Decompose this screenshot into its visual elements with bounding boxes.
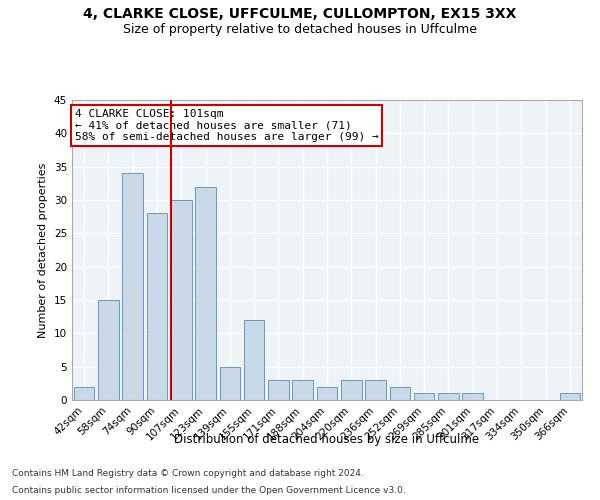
Bar bbox=[195, 186, 216, 400]
Y-axis label: Number of detached properties: Number of detached properties bbox=[38, 162, 49, 338]
Bar bbox=[74, 386, 94, 400]
Bar bbox=[389, 386, 410, 400]
Bar bbox=[122, 174, 143, 400]
Bar bbox=[414, 394, 434, 400]
Bar bbox=[146, 214, 167, 400]
Bar bbox=[292, 380, 313, 400]
Bar bbox=[438, 394, 459, 400]
Bar bbox=[341, 380, 362, 400]
Bar bbox=[317, 386, 337, 400]
Text: Distribution of detached houses by size in Uffculme: Distribution of detached houses by size … bbox=[175, 432, 479, 446]
Bar bbox=[220, 366, 240, 400]
Bar bbox=[463, 394, 483, 400]
Text: 4 CLARKE CLOSE: 101sqm
← 41% of detached houses are smaller (71)
58% of semi-det: 4 CLARKE CLOSE: 101sqm ← 41% of detached… bbox=[74, 109, 379, 142]
Text: Contains HM Land Registry data © Crown copyright and database right 2024.: Contains HM Land Registry data © Crown c… bbox=[12, 468, 364, 477]
Text: Contains public sector information licensed under the Open Government Licence v3: Contains public sector information licen… bbox=[12, 486, 406, 495]
Bar bbox=[365, 380, 386, 400]
Bar bbox=[244, 320, 265, 400]
Bar bbox=[171, 200, 191, 400]
Bar bbox=[98, 300, 119, 400]
Bar bbox=[560, 394, 580, 400]
Text: Size of property relative to detached houses in Uffculme: Size of property relative to detached ho… bbox=[123, 22, 477, 36]
Bar bbox=[268, 380, 289, 400]
Text: 4, CLARKE CLOSE, UFFCULME, CULLOMPTON, EX15 3XX: 4, CLARKE CLOSE, UFFCULME, CULLOMPTON, E… bbox=[83, 8, 517, 22]
